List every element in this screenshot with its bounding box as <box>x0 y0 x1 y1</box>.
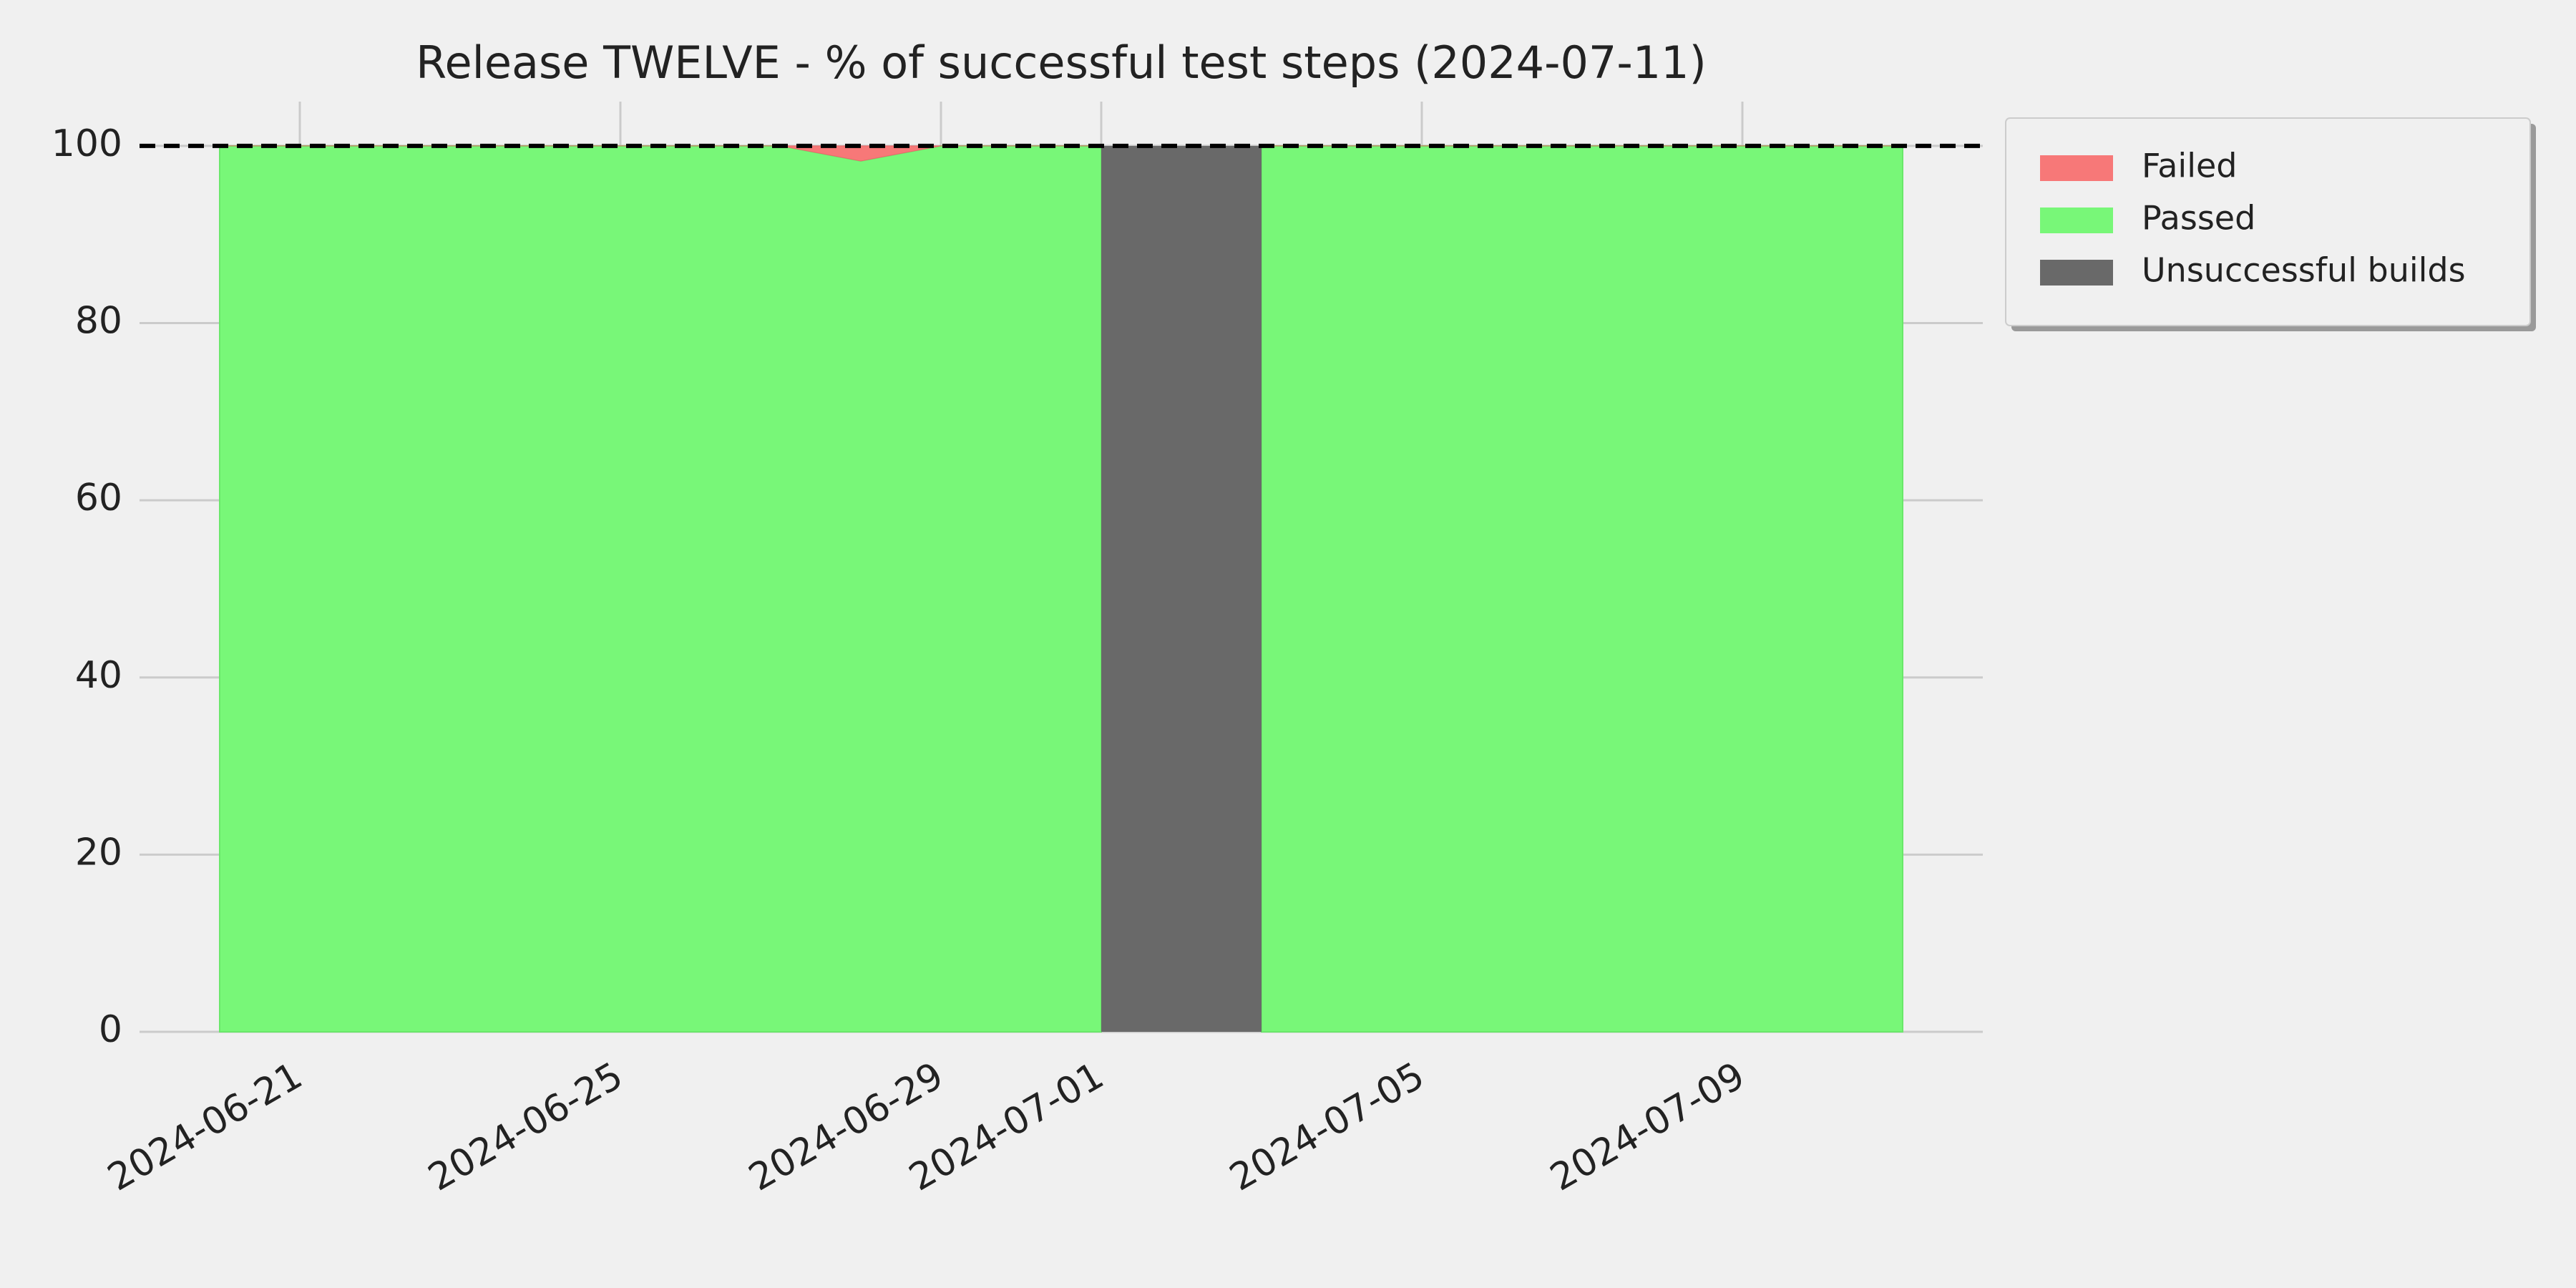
legend-swatch <box>2040 208 2113 233</box>
x-tick-label: 2024-07-05 <box>1223 1054 1432 1199</box>
y-tick-label: 40 <box>75 654 122 697</box>
x-tick-label: 2024-06-25 <box>421 1054 630 1199</box>
y-tick-label: 60 <box>75 477 122 519</box>
y-tick-label: 100 <box>52 122 122 165</box>
x-tick-label: 2024-06-21 <box>101 1054 310 1199</box>
y-tick-label: 80 <box>75 300 122 343</box>
legend-label: Failed <box>2142 147 2238 185</box>
legend-box <box>2005 117 2531 326</box>
legend-swatch <box>2040 155 2113 181</box>
passed-area <box>219 145 1102 1033</box>
legend-label: Passed <box>2142 199 2255 238</box>
y-tick-label: 0 <box>99 1008 122 1051</box>
chart-title: Release TWELVE - % of successful test st… <box>416 36 1707 89</box>
y-tick-label: 20 <box>75 831 122 874</box>
legend-label: Unsuccessful builds <box>2142 251 2466 290</box>
legend-swatch <box>2040 260 2113 286</box>
x-tick-label: 2024-07-09 <box>1543 1054 1752 1199</box>
unsuccessful-build-bar <box>1101 145 1262 1032</box>
passed-area <box>1261 145 1903 1033</box>
